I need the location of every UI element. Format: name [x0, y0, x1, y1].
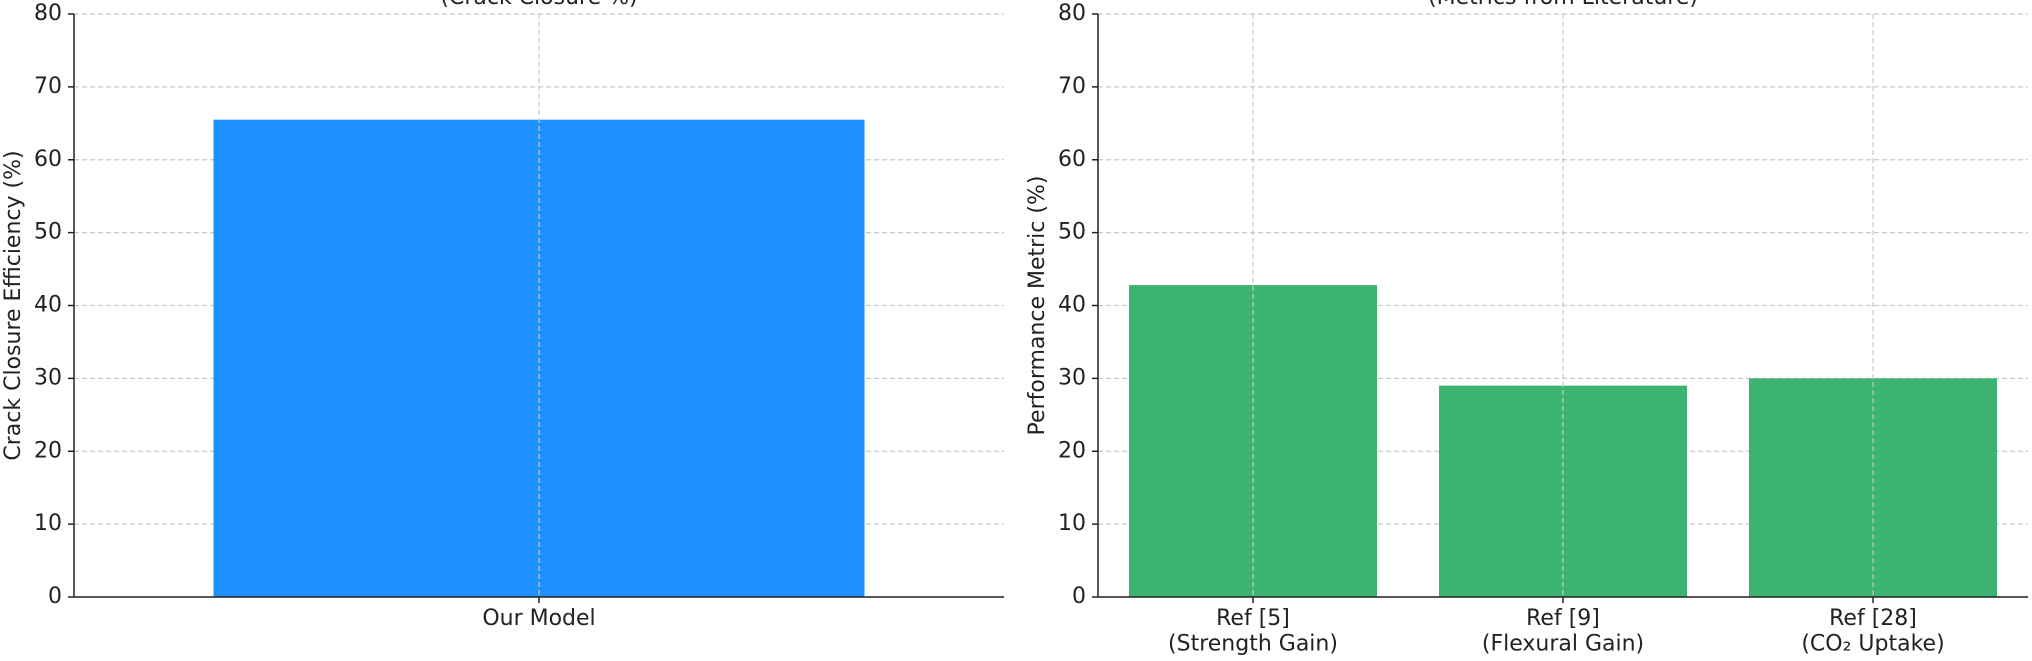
y-axis-label: Crack Closure Efficiency (%)	[1, 150, 26, 460]
y-tick-label: 30	[34, 365, 62, 390]
y-tick-label: 60	[1058, 147, 1086, 172]
y-tick-label: 30	[1058, 365, 1086, 390]
y-tick-label: 0	[48, 584, 62, 609]
chart-title: (Crack Closure %)	[440, 0, 637, 10]
y-axis-label: Performance Metric (%)	[1025, 176, 1050, 436]
y-tick-label: 20	[34, 438, 62, 463]
y-tick-label: 70	[1058, 74, 1086, 99]
y-tick-label: 70	[34, 74, 62, 99]
y-tick-label: 80	[1058, 1, 1086, 26]
y-tick-label: 60	[34, 147, 62, 172]
x-tick-label: Ref [28] (CO₂ Uptake)	[1801, 606, 1944, 656]
y-tick-label: 40	[1058, 293, 1086, 318]
x-tick-label: Ref [5] (Strength Gain)	[1168, 606, 1338, 656]
y-tick-label: 20	[1058, 438, 1086, 463]
y-tick-label: 80	[34, 1, 62, 26]
x-tick-label: Our Model	[482, 606, 595, 631]
y-tick-label: 50	[34, 220, 62, 245]
y-tick-label: 40	[34, 293, 62, 318]
chart-title: (Metrics from Literature)	[1428, 0, 1698, 10]
y-tick-label: 10	[1058, 511, 1086, 536]
y-tick-label: 50	[1058, 220, 1086, 245]
y-tick-label: 10	[34, 511, 62, 536]
y-tick-label: 0	[1072, 584, 1086, 609]
x-tick-label: Ref [9] (Flexural Gain)	[1482, 606, 1644, 656]
